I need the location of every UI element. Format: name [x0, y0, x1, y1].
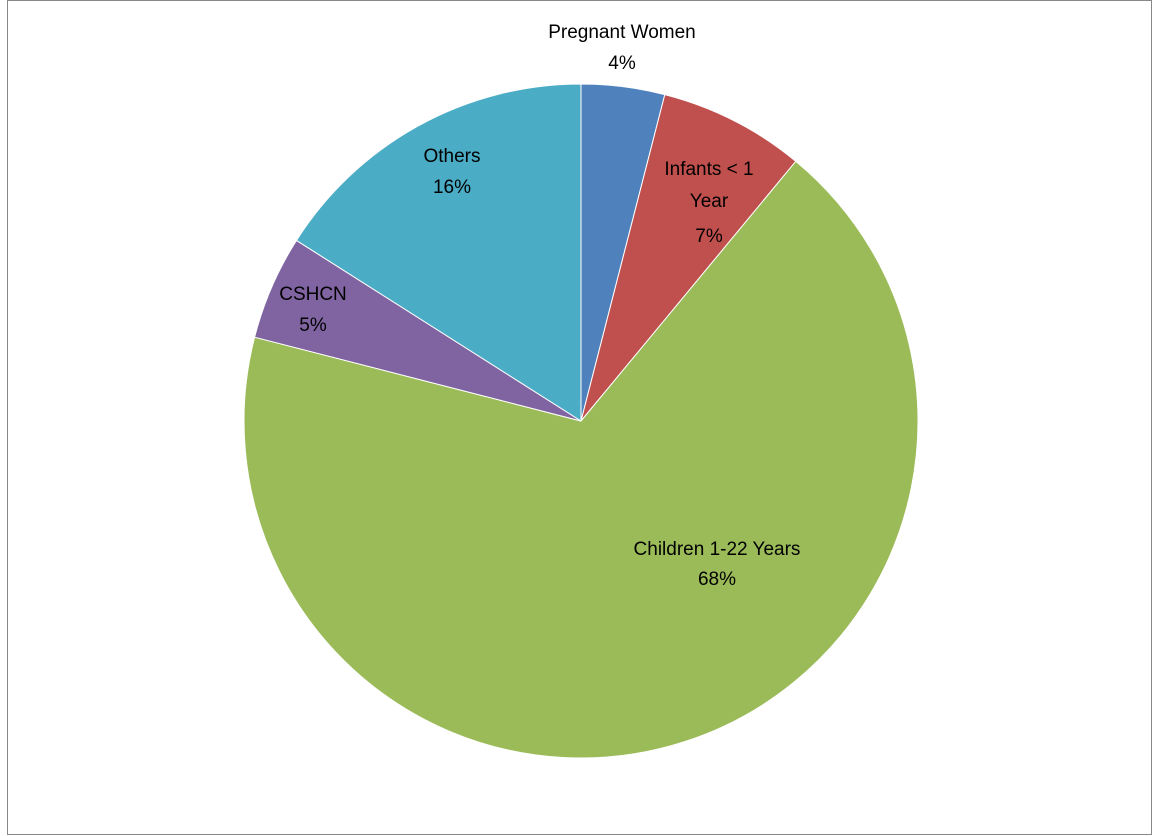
slice-value-label: 7%: [695, 226, 723, 247]
pie-slice: [580, 93, 797, 422]
slice-value-label: 5%: [299, 315, 327, 336]
slice-value-label: 4%: [608, 53, 636, 74]
slice-label: Others: [423, 146, 480, 167]
pie-slice: [243, 160, 919, 759]
pie-slice: [295, 83, 582, 422]
slice-value-label: 16%: [433, 177, 471, 198]
slice-label: Pregnant Women: [548, 22, 696, 43]
slice-label: CSHCN: [279, 284, 347, 305]
slice-label: Infants < 1 Year: [664, 159, 753, 212]
slice-value-label: 68%: [698, 569, 736, 590]
slice-label: Children 1-22 Years: [634, 539, 801, 560]
